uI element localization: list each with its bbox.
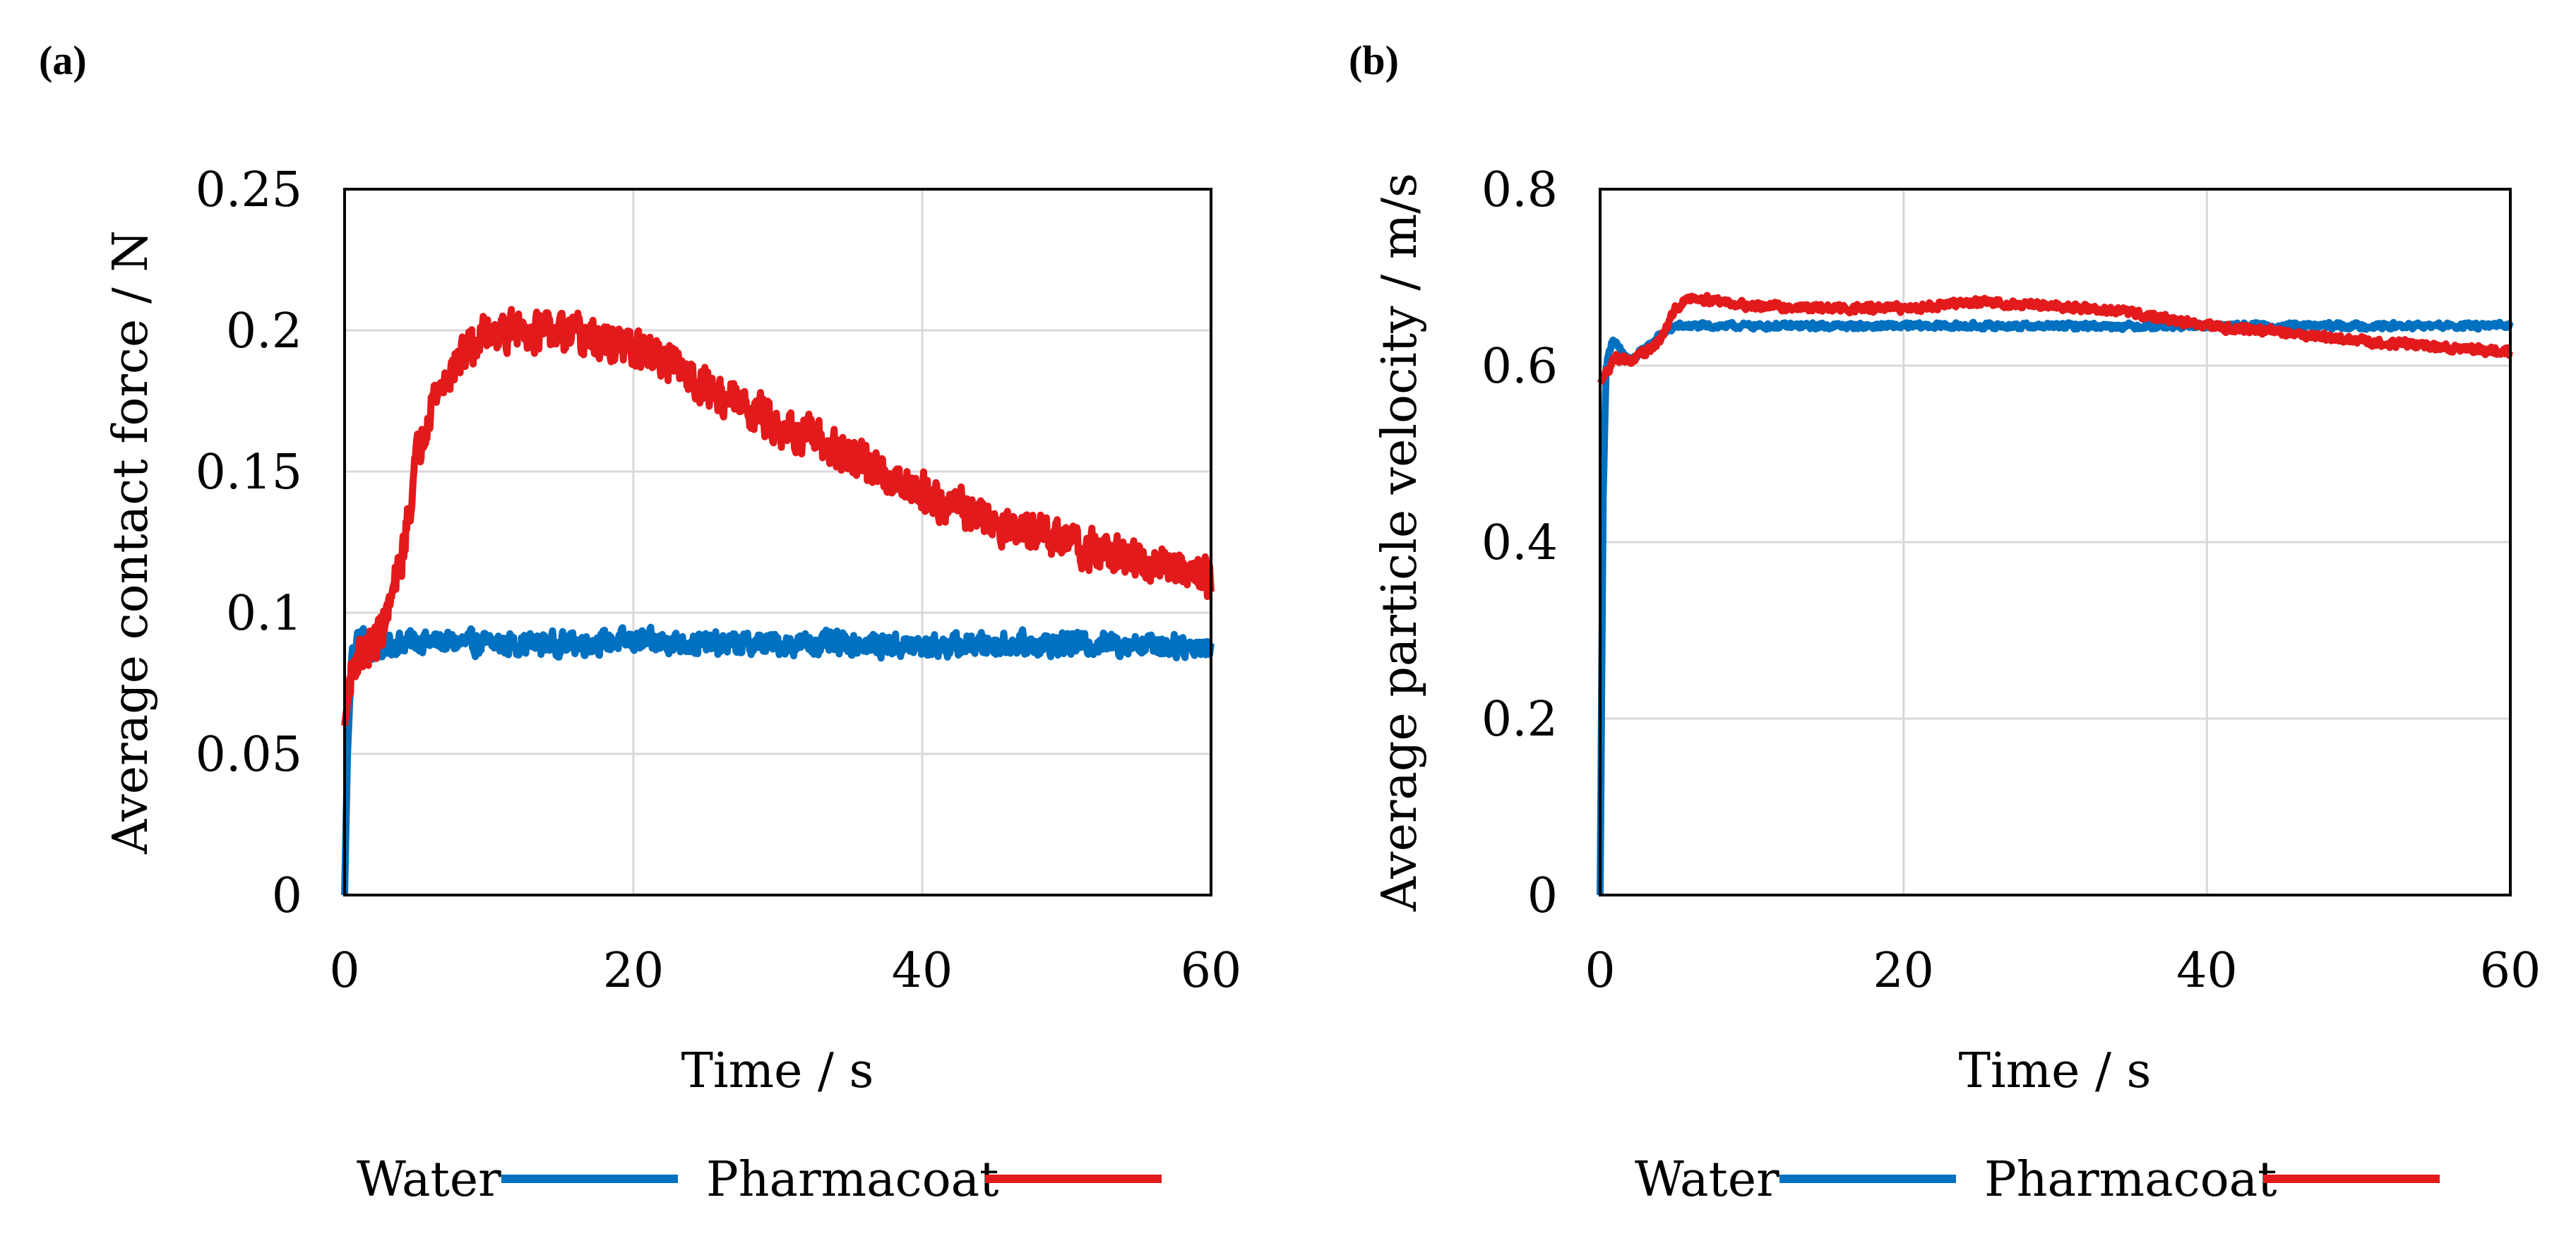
y-tick-label: 0.1: [226, 586, 302, 642]
x-axis-label-a: Time / s: [681, 1043, 874, 1099]
y-tick-labels-a: 0 0.05 0.1 0.15 0.2 0.25: [196, 162, 302, 924]
plot-frame-a: [343, 188, 1212, 896]
y-tick-label: 0: [1527, 868, 1558, 924]
y-tick-label: 0.6: [1481, 339, 1558, 395]
panel-a-label: (a): [39, 37, 87, 83]
x-tick-label: 20: [603, 943, 664, 999]
chart-panel-b: (b) 0 0.2 0.4 0.6 0.8 0 20 40 60 Time / s Avera…: [1349, 37, 2541, 1208]
legend-b: Water Pharmacoat: [1635, 1152, 2440, 1208]
series-line-water: [1597, 318, 2514, 896]
x-tick-labels-a: 0 20 40 60: [329, 943, 1241, 999]
x-tick-label: 40: [892, 943, 953, 999]
legend-label: Water: [357, 1152, 501, 1208]
series-line-water: [341, 623, 1215, 896]
legend-label: Water: [1635, 1152, 1779, 1208]
legend-label: Pharmacoat: [706, 1152, 999, 1208]
y-tick-label: 0.05: [196, 727, 302, 783]
y-tick-label: 0: [272, 868, 302, 924]
x-axis-label-b: Time / s: [1959, 1043, 2152, 1099]
y-tick-label: 0.15: [196, 445, 302, 500]
series-group-a: [341, 306, 1215, 896]
x-tick-labels-b: 0 20 40 60: [1585, 943, 2541, 999]
plot-frame-b: [1599, 188, 2512, 896]
y-axis-label-a: Average contact force / N: [103, 230, 159, 855]
chart-panel-a: (a) 0 0.05 0.1 0.15 0.2 0.25 0 20 40 60 Time / s…: [39, 37, 1241, 1208]
x-tick-label: 0: [329, 943, 359, 999]
legend-a: Water Pharmacoat: [357, 1152, 1162, 1208]
y-tick-label: 0.25: [196, 162, 302, 218]
x-tick-label: 0: [1585, 943, 1615, 999]
panel-b-label: (b): [1349, 37, 1399, 83]
y-tick-label: 0.8: [1481, 162, 1558, 218]
grid-b: [1599, 188, 2512, 896]
y-tick-label: 0.2: [226, 304, 302, 359]
y-tick-label: 0.4: [1481, 515, 1558, 571]
y-tick-labels-b: 0 0.2 0.4 0.6 0.8: [1481, 162, 1558, 924]
series-line-pharmacoat: [1597, 292, 2514, 386]
legend-label: Pharmacoat: [1984, 1152, 2277, 1208]
x-tick-label: 40: [2176, 943, 2238, 999]
series-group-b: [1597, 292, 2514, 896]
series-line-pharmacoat: [341, 306, 1215, 726]
y-tick-label: 0.2: [1481, 692, 1558, 748]
x-tick-label: 60: [2480, 943, 2541, 999]
x-tick-label: 20: [1873, 943, 1934, 999]
x-tick-label: 60: [1181, 943, 1242, 999]
y-axis-label-b: Average particle velocity / m/s: [1372, 173, 1428, 912]
